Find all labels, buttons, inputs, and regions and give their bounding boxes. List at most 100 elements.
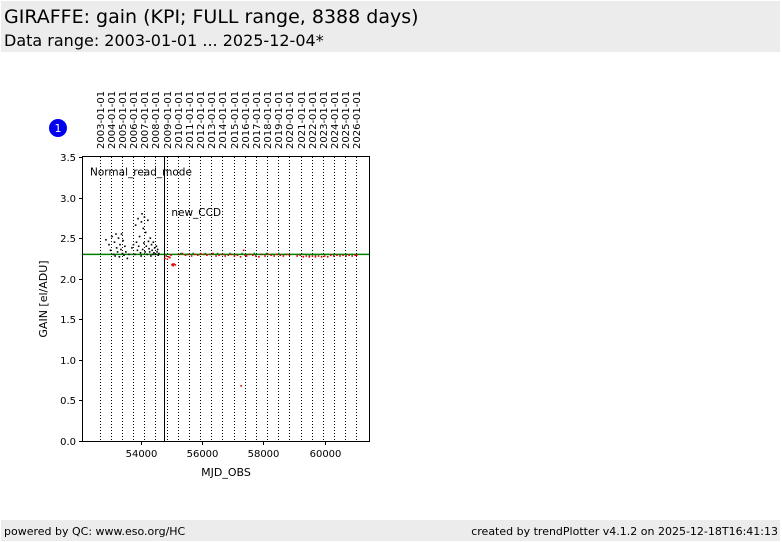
data-point xyxy=(314,254,317,256)
data-point xyxy=(333,253,335,256)
data-point xyxy=(134,253,136,256)
data-point xyxy=(273,255,275,257)
info-badge[interactable]: 1 xyxy=(49,119,67,137)
data-point xyxy=(302,253,305,256)
data-point xyxy=(210,253,213,256)
data-point xyxy=(299,254,301,256)
data-point xyxy=(265,252,268,255)
data-point xyxy=(230,253,233,256)
data-point xyxy=(241,252,243,255)
y-tick-label: 1.0 xyxy=(60,356,76,367)
data-point xyxy=(235,253,237,256)
data-point xyxy=(240,385,242,387)
data-point xyxy=(218,254,220,256)
data-point xyxy=(118,256,121,258)
data-point xyxy=(173,263,175,265)
data-point xyxy=(206,254,208,256)
data-point xyxy=(143,216,146,218)
data-point xyxy=(115,247,118,249)
event-labels: Normal_read_mode new_CCD xyxy=(90,167,221,220)
x-tick-label: 60000 xyxy=(310,449,342,460)
data-point xyxy=(193,253,196,256)
x-axis-ticks: 54000 56000 58000 60000 xyxy=(126,441,342,460)
data-point xyxy=(171,264,173,266)
data-point xyxy=(288,254,291,256)
data-point xyxy=(224,255,227,257)
data-point xyxy=(117,237,120,239)
y-axis-ticks: 0.0 0.5 1.0 1.5 2.0 2.5 3.0 3.5 xyxy=(60,153,83,448)
data-point xyxy=(105,238,107,241)
x-tick-label: 58000 xyxy=(248,449,280,460)
data-point xyxy=(184,254,187,256)
date-label: 2007-01-01 xyxy=(140,91,151,149)
data-point xyxy=(155,245,158,248)
date-label: 2015-01-01 xyxy=(230,91,241,149)
data-point xyxy=(190,255,193,257)
data-point xyxy=(339,255,341,257)
event-label: new_CCD xyxy=(171,207,221,219)
data-point xyxy=(336,254,338,256)
data-point xyxy=(144,251,146,253)
data-point xyxy=(296,255,298,257)
data-point xyxy=(119,243,121,246)
data-point xyxy=(167,256,170,258)
data-point xyxy=(114,255,116,257)
date-label: 2011-01-01 xyxy=(185,91,196,149)
title-bar: GIRAFFE: gain (KPI; FULL range, 8388 day… xyxy=(1,1,780,52)
date-label: 2021-01-01 xyxy=(297,91,308,149)
data-point xyxy=(153,247,156,249)
x-axis-label: MJD_OBS xyxy=(201,466,251,479)
date-label: 2017-01-01 xyxy=(252,91,263,149)
data-point xyxy=(125,251,127,253)
data-point xyxy=(244,254,246,256)
date-label: 2026-01-01 xyxy=(352,91,363,149)
data-point xyxy=(270,254,272,256)
data-point xyxy=(124,245,126,248)
data-point xyxy=(345,255,347,257)
data-point xyxy=(221,253,223,256)
data-point xyxy=(174,264,177,266)
data-point xyxy=(255,255,257,257)
date-gridlines xyxy=(100,157,357,441)
date-label: 2020-01-01 xyxy=(285,91,296,149)
data-point xyxy=(134,224,137,226)
data-point xyxy=(302,256,305,258)
data-point xyxy=(348,254,350,256)
data-point xyxy=(137,245,140,248)
data-point xyxy=(180,252,182,255)
data-point xyxy=(351,255,353,257)
page-subtitle: Data range: 2003-01-01 ... 2025-12-04* xyxy=(4,31,324,50)
data-point xyxy=(113,241,116,243)
footer-powered-by: powered by QC: www.eso.org/HC xyxy=(4,525,186,538)
data-point xyxy=(122,239,124,242)
data-point xyxy=(236,254,239,256)
y-tick-label: 3.0 xyxy=(60,194,76,205)
data-point xyxy=(345,253,347,256)
data-point xyxy=(115,233,117,235)
page-title: GIRAFFE: gain (KPI; FULL range, 8388 day… xyxy=(4,6,419,28)
data-point xyxy=(333,255,335,257)
y-tick-label: 1.5 xyxy=(60,315,76,326)
info-badge-number[interactable]: 1 xyxy=(55,122,62,135)
data-point xyxy=(139,251,142,254)
data-point xyxy=(120,233,123,235)
date-label: 2022-01-01 xyxy=(308,91,319,149)
footer-bar: powered by QC: www.eso.org/HC created by… xyxy=(1,520,780,541)
data-point xyxy=(150,255,152,257)
data-point xyxy=(146,253,149,256)
data-point xyxy=(126,257,129,260)
data-point xyxy=(277,252,280,255)
data-point xyxy=(171,263,174,265)
data-point xyxy=(279,254,282,256)
data-point xyxy=(242,249,245,252)
info-badge-circle[interactable] xyxy=(49,119,67,137)
data-point xyxy=(196,254,199,256)
data-point xyxy=(123,254,125,256)
data-point xyxy=(282,255,285,257)
y-tick-label: 2.5 xyxy=(60,234,76,245)
data-point xyxy=(276,253,279,256)
data-point xyxy=(135,241,138,243)
data-point xyxy=(203,253,205,256)
date-label: 2016-01-01 xyxy=(241,91,252,149)
data-point xyxy=(192,252,194,255)
